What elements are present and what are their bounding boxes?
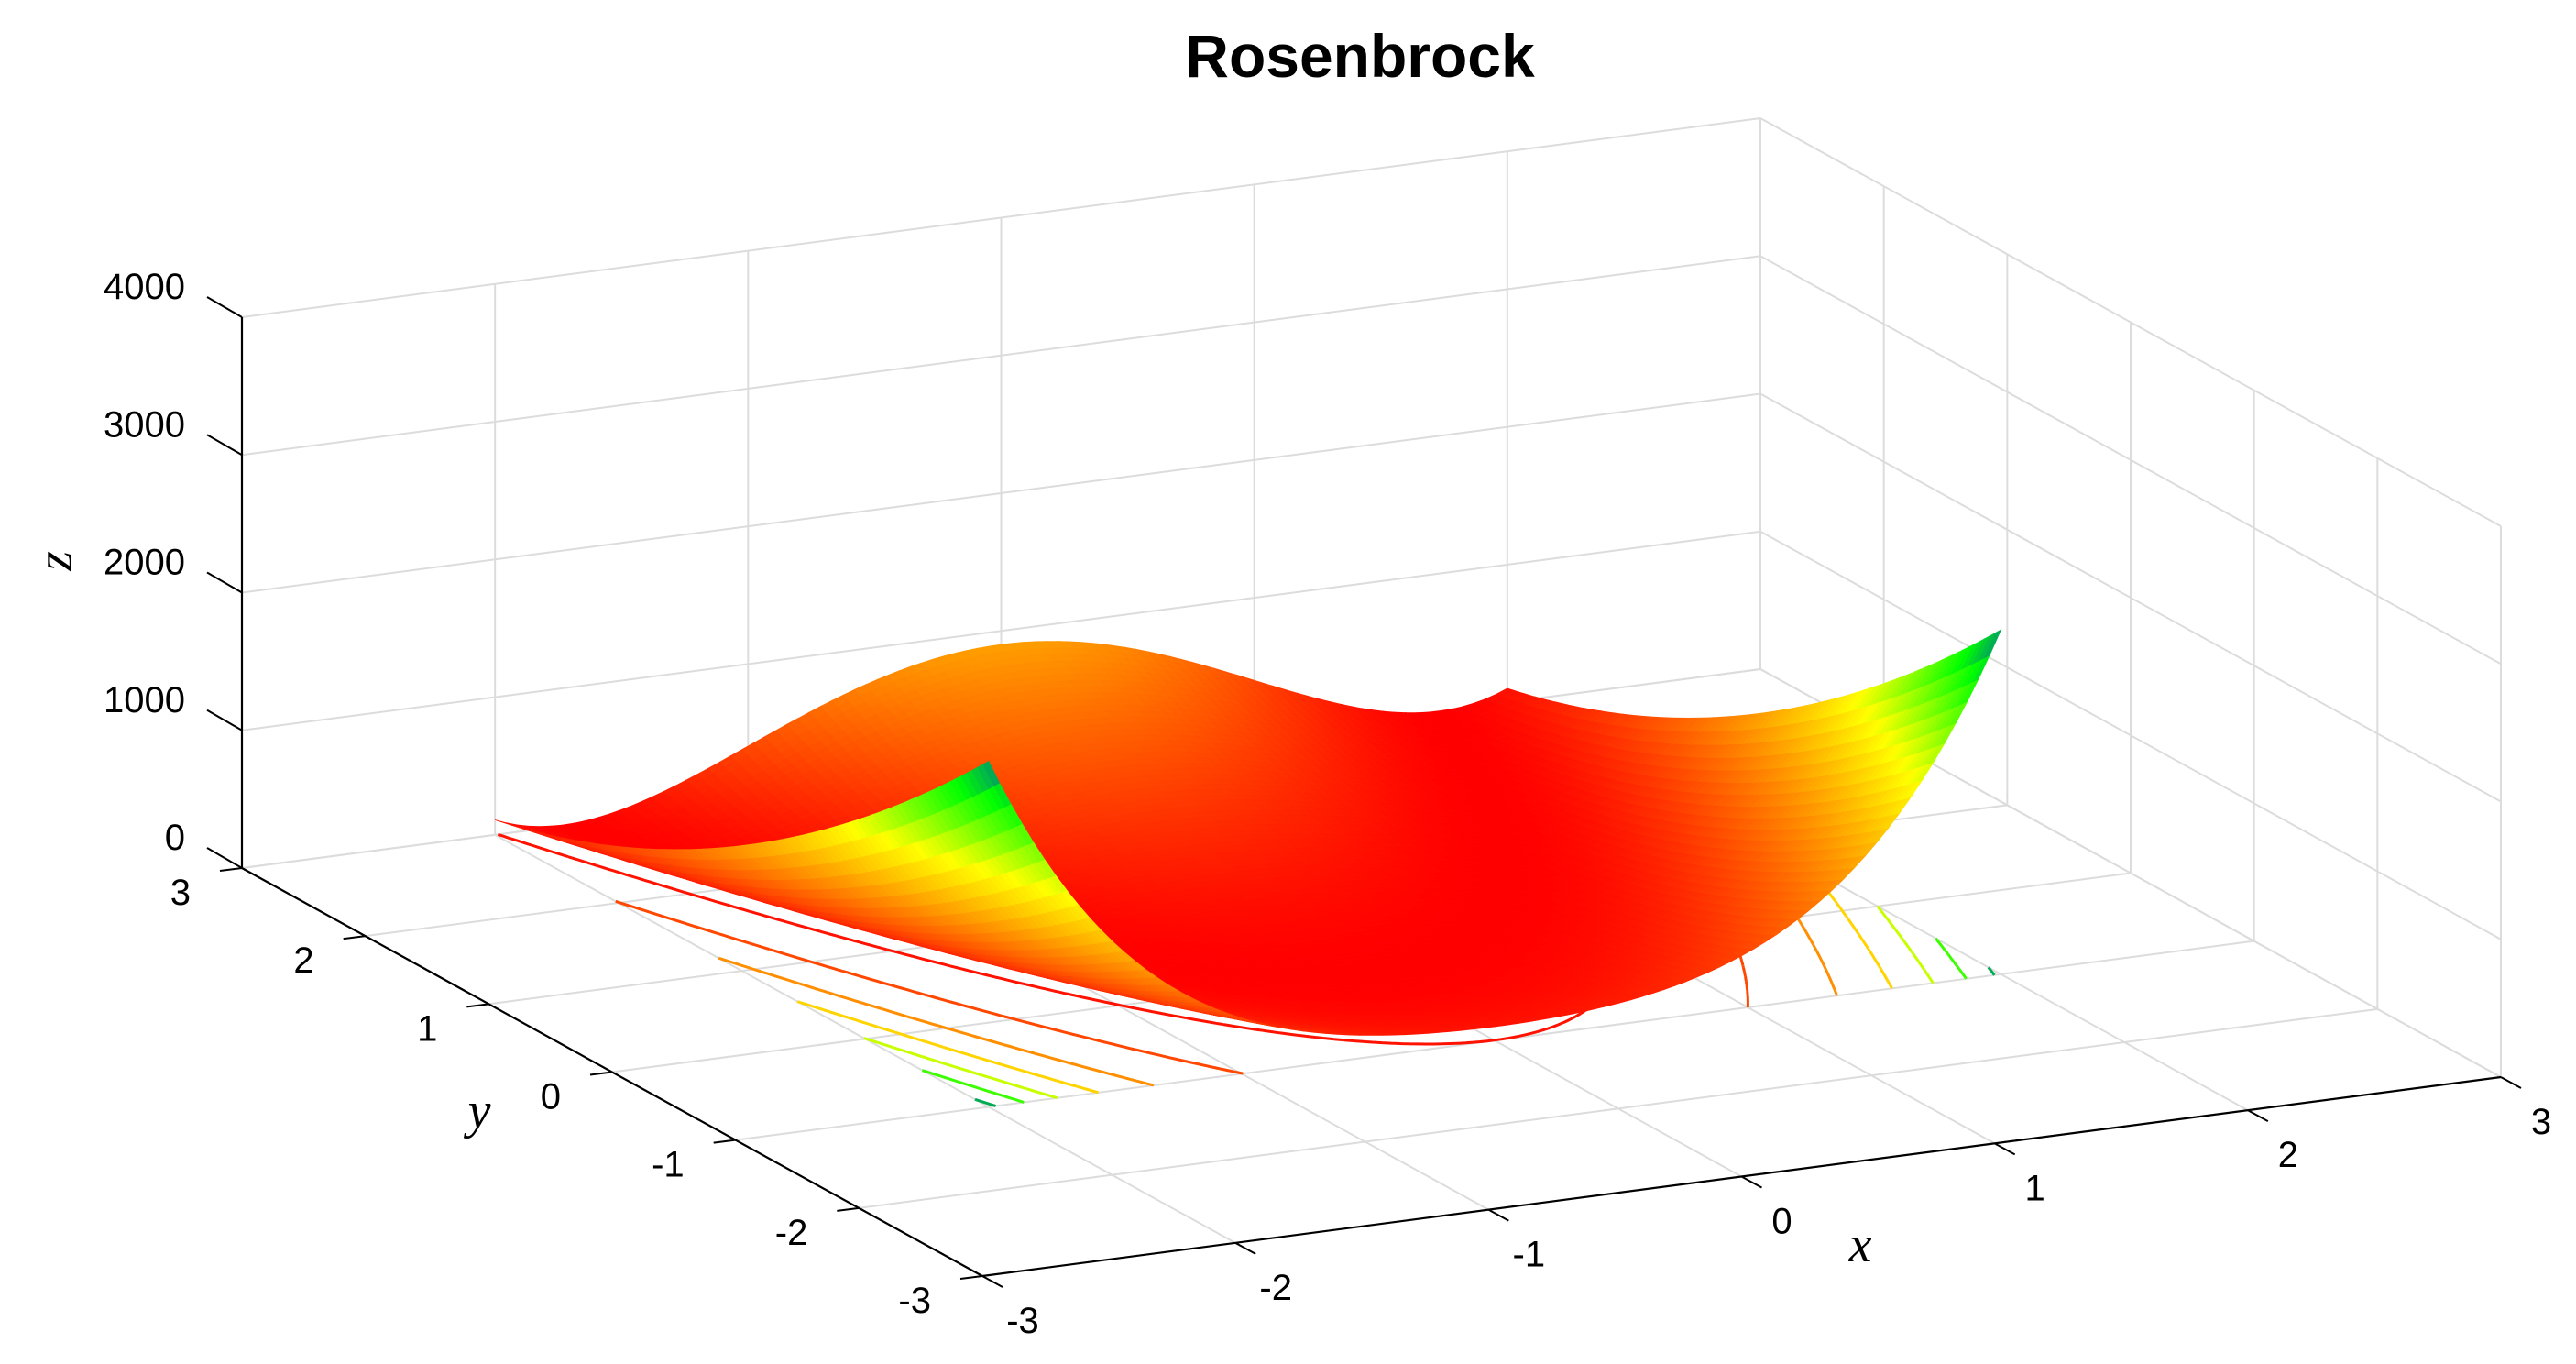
contour-line [796,868,1893,1094]
contour-line [921,937,1968,1104]
gridline-floor-y [859,1007,2378,1209]
gridline-wall-z [241,117,1761,318]
gridline-wall-z [241,255,1761,456]
axes-grid [241,117,2502,1277]
gridline-side-z [1759,117,2502,527]
gridline-side-z [1759,530,2502,940]
gridline-wall-z [241,530,1761,732]
contour-line [863,905,1935,1100]
surface [495,629,2002,1036]
gridline-side-z [1759,392,2502,803]
contour-line [974,966,1996,1107]
gridline-side-z [1759,255,2502,666]
gridline-wall-z [241,392,1761,594]
chart-title: Rosenbrock [1185,22,1535,90]
